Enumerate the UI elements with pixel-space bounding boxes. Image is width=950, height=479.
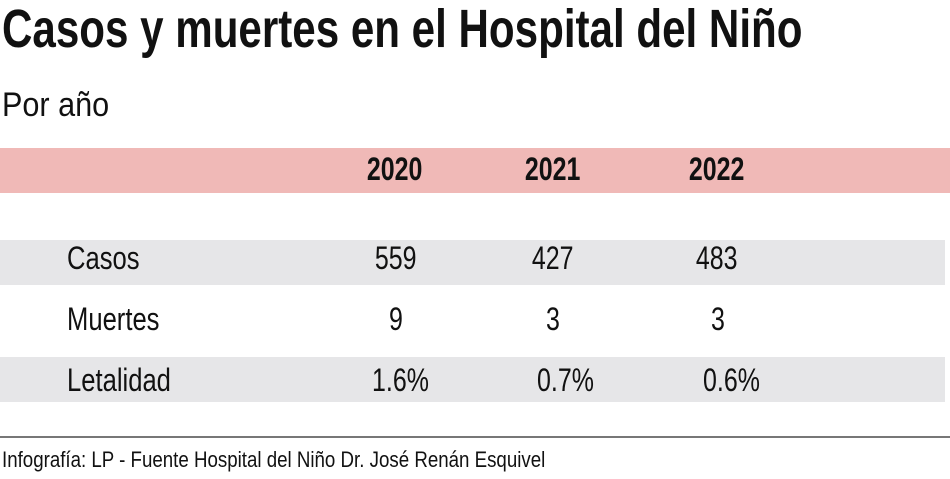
column-header-2020: 2020	[367, 151, 423, 187]
source-credit: Infografía: LP - Fuente Hospital del Niñ…	[2, 447, 546, 472]
cell-letalidad-2021: 0.7%	[536, 362, 594, 398]
row-band-casos	[0, 240, 945, 285]
cell-muertes-2021: 3	[546, 301, 560, 337]
cell-letalidad-2020: 1.6%	[371, 362, 429, 398]
row-label-letalidad: Letalidad	[67, 362, 171, 398]
cell-casos-2020: 559	[375, 240, 417, 276]
cell-muertes-2020: 9	[389, 301, 403, 337]
chart-subtitle: Por año	[2, 86, 110, 124]
row-label-casos: Casos	[67, 240, 140, 276]
row-label-muertes: Muertes	[67, 301, 160, 337]
cell-casos-2021: 427	[532, 240, 574, 276]
cell-casos-2022: 483	[696, 240, 738, 276]
chart-title: Casos y muertes en el Hospital del Niño	[2, 0, 803, 59]
row-band-letalidad	[0, 357, 945, 402]
column-header-2022: 2022	[689, 151, 745, 187]
footer-divider	[0, 436, 950, 438]
column-header-2021: 2021	[525, 151, 581, 187]
cell-muertes-2022: 3	[711, 301, 725, 337]
cell-letalidad-2022: 0.6%	[702, 362, 760, 398]
header-band	[0, 148, 950, 193]
